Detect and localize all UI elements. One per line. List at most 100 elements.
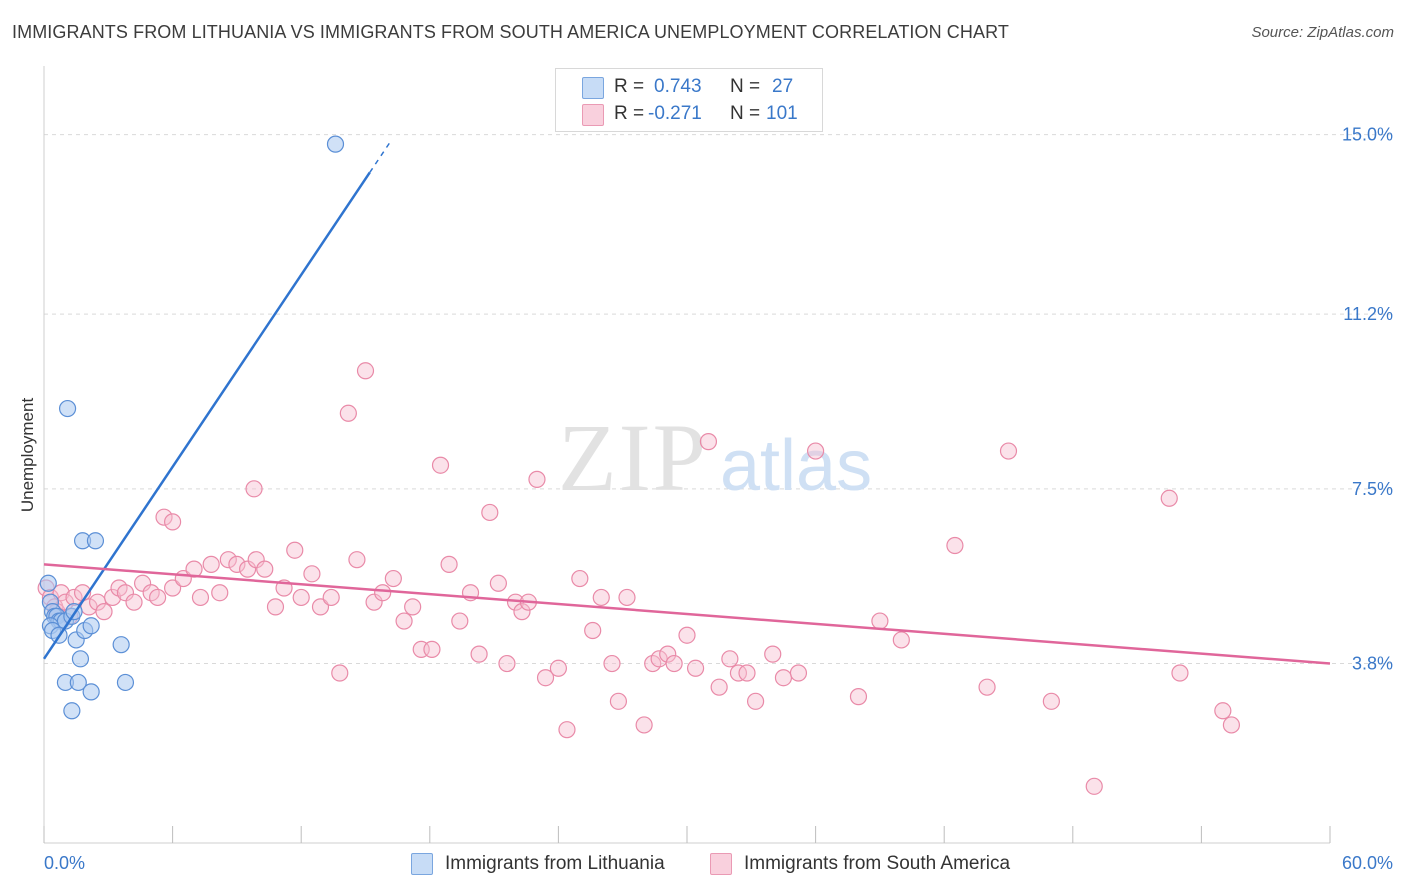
south-america-point [659,645,677,663]
watermark-atlas: atlas [720,426,872,506]
x-tick-label: 0.0% [44,853,85,873]
south-america-point [103,588,122,607]
south-america-point [384,569,402,588]
south-america-point [451,612,469,630]
south-america-point [239,560,257,578]
lithuania-trend-extension [369,140,392,173]
south-america-point [806,442,825,460]
south-america-point [635,716,653,734]
south-america-point [746,692,765,710]
legend-label-lithuania: Immigrants from Lithuania [445,853,665,874]
south-america-point [849,688,868,706]
pink-swatch [710,853,732,875]
south-america-point [978,678,996,696]
south-america-trend-line [43,563,1331,665]
lithuania-point [112,636,130,654]
source-label: Source: ZipAtlas.com [1251,24,1394,41]
south-america-point [1160,489,1178,507]
correlation-legend: R = 0.743 N = 27 R = -0.271 N = 101 [555,68,823,132]
south-america-point [489,574,507,592]
n-value: 27 [772,76,794,97]
n-label: N = [730,103,761,124]
axes [43,66,1331,844]
south-america-point [211,584,229,602]
south-america-point [245,480,263,498]
south-america-point [1222,716,1241,734]
lithuania-point [116,673,135,692]
south-america-point [721,650,739,668]
legend-label-south-america: Immigrants from South America [744,853,1011,874]
south-america-point [303,565,321,583]
south-america-point [1042,692,1060,710]
n-label: N = [730,76,761,97]
south-america-point [164,513,182,531]
south-america-point [286,541,304,559]
south-america-point [470,645,488,663]
r-label: R = [614,76,645,97]
south-america-point [513,603,531,621]
south-america-point [219,551,237,569]
south-america-point [52,584,70,602]
south-america-point [133,574,152,592]
blue-swatch [411,853,433,875]
lithuania-point [82,683,100,701]
south-america-point [155,508,173,526]
south-america-point [946,536,964,555]
south-america-point [191,588,210,607]
south-america-point [164,579,182,597]
south-america-point [528,470,546,488]
south-america-point [116,584,135,602]
south-america-point [365,593,383,611]
south-america-point [148,588,167,607]
lithuania-points [39,135,345,720]
r-label: R = [614,103,645,124]
south-america-point [202,555,220,573]
y-tick-label: 11.2% [1343,304,1393,324]
r-value: 0.743 [654,76,702,97]
south-america-point [481,503,499,522]
south-america-point [665,654,683,673]
south-america-point [311,598,330,616]
lithuania-point [39,574,57,592]
chart-title: IMMIGRANTS FROM LITHUANIA VS IMMIGRANTS … [12,22,1009,42]
y-tick-label: 3.8% [1352,654,1393,674]
watermark: ZIP atlas [558,404,872,511]
south-america-point [558,721,576,739]
south-america-point [348,551,366,569]
south-america-point [699,433,718,451]
n-value: 101 [766,103,798,124]
r-value: -0.271 [648,103,702,124]
south-america-point [571,569,589,588]
south-america-point [618,588,636,607]
lithuania-point [58,399,77,418]
south-america-point [774,669,793,687]
south-america-point [1171,664,1189,682]
south-america-point [549,659,568,677]
tick-labels: 3.8% 7.5% 11.2% 15.0% 0.0% 60.0% [44,125,1393,873]
south-america-point [292,588,310,607]
lithuania-point [71,650,90,668]
y-tick-label: 15.0% [1342,125,1393,145]
south-america-point [592,588,610,607]
south-america-point [686,659,705,677]
south-america-point [789,664,808,682]
south-america-point [871,612,889,630]
blue-swatch [582,77,604,99]
lithuania-point [69,673,87,692]
south-america-point [331,664,349,682]
south-america-point [710,678,728,696]
south-america-point [603,654,621,673]
south-america-point [322,588,340,607]
south-america-point [440,555,458,573]
south-america-point [125,593,143,611]
south-america-point [431,456,450,474]
south-america-point [374,584,392,602]
south-america-point [764,645,782,663]
lithuania-point [86,532,105,550]
south-america-point [678,626,696,644]
south-america-points [37,362,1241,795]
south-america-point [609,692,628,710]
south-america-point [498,654,516,673]
pink-swatch [582,104,604,126]
